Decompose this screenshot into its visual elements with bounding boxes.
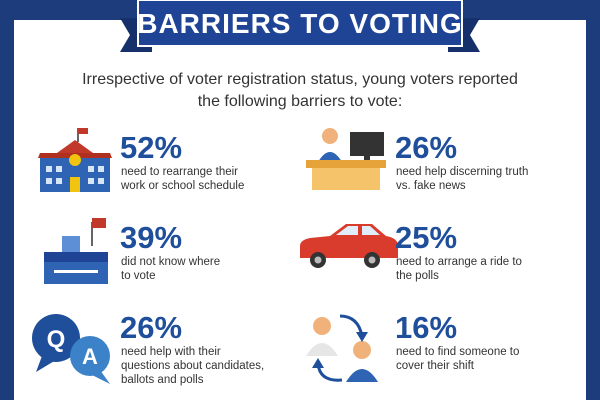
- percent: 52%: [120, 130, 182, 165]
- right-border: [586, 0, 600, 400]
- description-line: to vote: [121, 270, 156, 282]
- description-line: need to rearrange their: [121, 166, 238, 178]
- school-icon: [38, 128, 112, 192]
- description-line: need help discerning truth: [396, 166, 528, 178]
- percent: 16%: [395, 310, 457, 345]
- left-border: [0, 0, 14, 400]
- description-line: ballots and polls: [121, 374, 204, 386]
- description-line: cover their shift: [396, 360, 475, 372]
- content-panel: [14, 20, 586, 400]
- car-icon: [300, 224, 398, 268]
- percent: 25%: [395, 220, 457, 255]
- description-line: work or school schedule: [120, 180, 244, 192]
- description-line: the polls: [396, 270, 439, 282]
- description-line: vs. fake news: [396, 180, 466, 192]
- intro-line: Irrespective of voter registration statu…: [82, 71, 518, 88]
- description-line: questions about candidates,: [121, 360, 264, 372]
- description-line: need to find someone to: [396, 346, 519, 358]
- shift-icon: [306, 314, 378, 382]
- description-line: need to arrange a ride to: [396, 256, 522, 268]
- description-line: need help with their: [121, 346, 221, 358]
- ballot-icon: [44, 218, 108, 284]
- percent: 39%: [120, 220, 182, 255]
- intro-line: the following barriers to vote:: [198, 93, 403, 110]
- svg-text:Q: Q: [47, 326, 66, 353]
- title-banner: [137, 0, 463, 47]
- description-line: did not know where: [121, 256, 220, 268]
- svg-text:A: A: [82, 344, 98, 369]
- desk-icon: [306, 128, 386, 190]
- title: BARRIERS TO VOTING: [137, 8, 463, 39]
- percent: 26%: [120, 310, 182, 345]
- qa-icon: Q A: [32, 314, 110, 384]
- percent: 26%: [395, 130, 457, 165]
